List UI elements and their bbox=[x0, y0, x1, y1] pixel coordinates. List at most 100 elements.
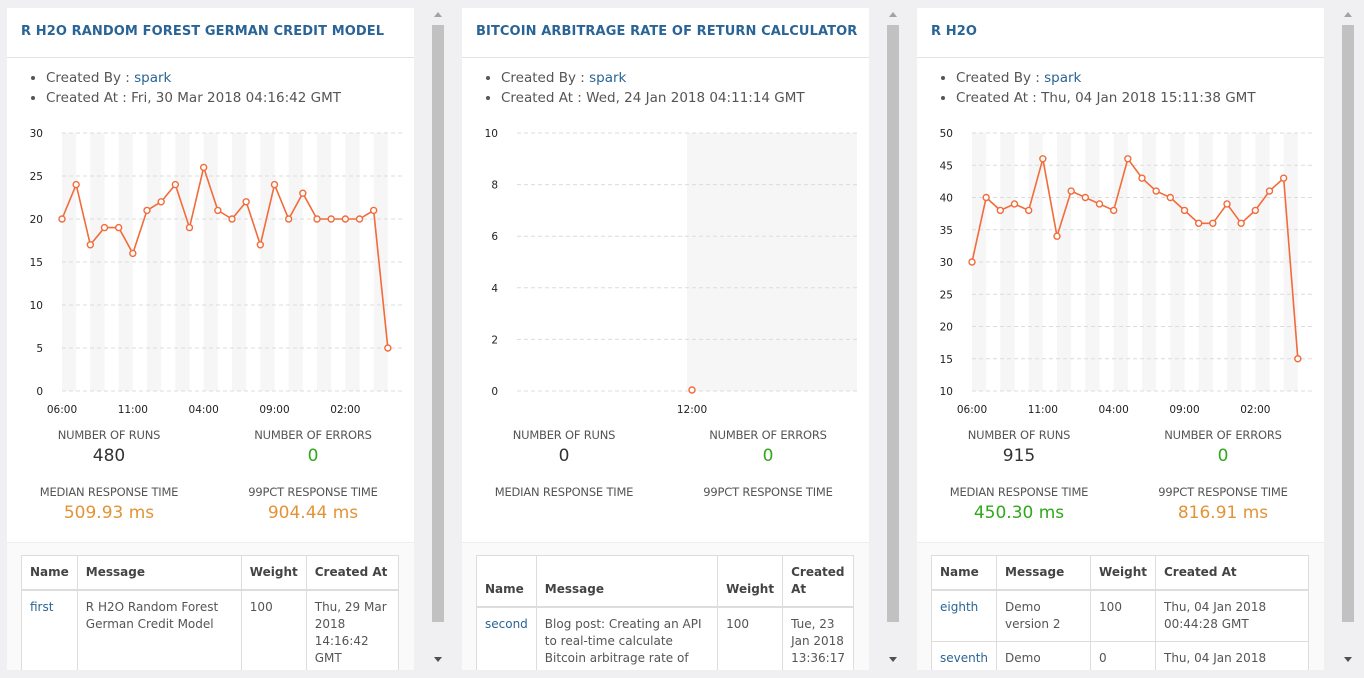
data-point bbox=[299, 189, 307, 197]
scroll-down-icon[interactable] bbox=[434, 657, 442, 662]
col-weight: Weight bbox=[240, 555, 307, 591]
median-value: 509.93 ms bbox=[63, 503, 155, 523]
versions-table: Name Message Weight Created At eighth De… bbox=[930, 555, 1310, 670]
y-tick-label: 50 bbox=[940, 128, 953, 140]
model-title-link[interactable]: R H2O bbox=[931, 24, 978, 39]
y-tick-label: 25 bbox=[940, 289, 953, 301]
y-tick-label: 20 bbox=[30, 214, 43, 226]
stats: NUMBER OF RUNS 915 NUMBER OF ERRORS 0 ME… bbox=[917, 428, 1324, 543]
errors-value: 0 bbox=[307, 446, 319, 466]
data-point bbox=[114, 223, 123, 232]
col-message: Message bbox=[76, 555, 242, 591]
scroll-up-icon[interactable] bbox=[434, 12, 442, 17]
x-tick-label: 12:00 bbox=[677, 404, 707, 416]
y-tick-label: 10 bbox=[485, 128, 498, 140]
data-point bbox=[1166, 193, 1175, 202]
created-by: Created By : spark bbox=[46, 68, 414, 88]
scrollbar[interactable] bbox=[431, 8, 445, 670]
version-link[interactable]: second bbox=[485, 617, 528, 631]
version-link[interactable]: first bbox=[30, 600, 54, 614]
creator-link[interactable]: spark bbox=[134, 70, 172, 86]
p99-stat: 99PCT RESPONSE TIME 904.44 ms bbox=[213, 485, 413, 523]
created-by: Created By : spark bbox=[956, 68, 1324, 88]
versions-table: Name Message Weight Created At first R H… bbox=[21, 555, 400, 670]
col-weight: Weight bbox=[717, 555, 784, 608]
runs-stat: NUMBER OF RUNS 480 bbox=[9, 428, 209, 466]
model-title-link[interactable]: BITCOIN ARBITRAGE RATE OF RETURN CALCULA… bbox=[476, 24, 858, 39]
version-link[interactable]: seventh bbox=[940, 651, 989, 665]
y-tick-label: 10 bbox=[940, 386, 953, 398]
scroll-up-icon[interactable] bbox=[1344, 12, 1352, 17]
versions-table: Name Message Weight Created At second Bl… bbox=[476, 555, 854, 670]
p99-stat: 99PCT RESPONSE TIME 816.91 ms bbox=[1123, 485, 1323, 523]
runs-value: 915 bbox=[1002, 446, 1036, 466]
scroll-down-icon[interactable] bbox=[889, 657, 897, 662]
col-created-at: Created At bbox=[1154, 555, 1310, 591]
scroll-thumb[interactable] bbox=[1342, 25, 1354, 622]
runs-chart-svg: 10 15 20 25 30 35 40 45 50 06:00 11:00 04:00 09:00 02… bbox=[940, 128, 1312, 416]
errors-stat: NUMBER OF ERRORS 0 bbox=[668, 428, 868, 466]
scroll-thumb[interactable] bbox=[432, 25, 444, 622]
created-at: Created At : Fri, 30 Mar 2018 04:16:42 G… bbox=[46, 88, 414, 108]
data-point bbox=[1039, 155, 1047, 163]
errors-stat: NUMBER OF ERRORS 0 bbox=[213, 428, 413, 466]
y-tick-label: 15 bbox=[940, 354, 953, 366]
chart-band bbox=[687, 133, 857, 391]
data-point bbox=[1081, 193, 1090, 202]
y-tick-label: 8 bbox=[491, 180, 498, 192]
x-tick-label: 06:00 bbox=[47, 404, 77, 416]
model-meta: Created By : spark Created At : Wed, 24 … bbox=[462, 68, 869, 108]
model-title-link[interactable]: R H2O RANDOM FOREST GERMAN CREDIT MODEL bbox=[21, 24, 385, 39]
data-point bbox=[327, 215, 335, 223]
runs-chart-svg: 0 5 10 15 20 25 30 06:00 11:00 04:00 09:00 02:00 bbox=[30, 128, 402, 416]
scrollbar[interactable] bbox=[886, 8, 900, 670]
x-tick-label: 09:00 bbox=[1169, 404, 1199, 416]
data-point bbox=[58, 215, 66, 223]
data-point bbox=[1194, 219, 1203, 228]
table-row: seventh Demo 0 Thu, 04 Jan 2018 00:39:50… bbox=[930, 641, 1310, 670]
col-created-at: Created At bbox=[305, 555, 400, 591]
scroll-up-icon[interactable] bbox=[889, 12, 897, 17]
x-tick-label: 06:00 bbox=[957, 404, 987, 416]
runs-chart-svg: 0 2 4 6 8 10 12:00 bbox=[485, 128, 857, 416]
errors-value: 0 bbox=[1217, 446, 1229, 466]
data-point bbox=[228, 215, 236, 223]
y-tick-label: 0 bbox=[36, 386, 43, 398]
data-point bbox=[313, 215, 321, 223]
errors-value: 0 bbox=[762, 446, 774, 466]
data-point bbox=[143, 206, 151, 215]
median-stat: MEDIAN RESPONSE TIME 509.93 ms bbox=[9, 485, 209, 523]
y-tick-label: 15 bbox=[30, 257, 43, 269]
x-tick-label: 02:00 bbox=[330, 404, 360, 416]
data-point bbox=[996, 206, 1005, 215]
y-tick-label: 25 bbox=[30, 171, 43, 183]
data-point bbox=[242, 198, 250, 206]
scroll-thumb[interactable] bbox=[887, 25, 899, 622]
data-point bbox=[384, 344, 392, 352]
median-stat: MEDIAN RESPONSE TIME bbox=[494, 485, 634, 499]
col-name: Name bbox=[476, 555, 537, 608]
creator-link[interactable]: spark bbox=[1044, 70, 1082, 86]
x-tick-label: 04:00 bbox=[189, 404, 219, 416]
data-point bbox=[1265, 187, 1274, 195]
data-point bbox=[1251, 206, 1260, 215]
version-link[interactable]: eighth bbox=[940, 600, 979, 614]
creator-link[interactable]: spark bbox=[589, 70, 627, 86]
versions-section: Name Message Weight Created At second Bl… bbox=[462, 542, 869, 670]
data-point bbox=[355, 215, 364, 223]
table-row: first R H2O Random Forest German Credit … bbox=[21, 589, 400, 670]
p99-value: 816.91 ms bbox=[1177, 503, 1269, 523]
y-tick-label: 6 bbox=[491, 231, 498, 243]
x-tick-label: 04:00 bbox=[1099, 404, 1129, 416]
median-value: 450.30 ms bbox=[973, 503, 1065, 523]
data-point bbox=[1010, 200, 1019, 208]
data-point bbox=[1279, 174, 1288, 182]
x-tick-label: 11:00 bbox=[1028, 404, 1058, 416]
y-tick-label: 30 bbox=[30, 128, 43, 140]
scroll-down-icon[interactable] bbox=[1344, 657, 1352, 662]
data-point bbox=[1180, 206, 1189, 215]
median-stat: MEDIAN RESPONSE TIME 450.30 ms bbox=[919, 485, 1119, 523]
x-tick-label: 11:00 bbox=[118, 404, 148, 416]
scrollbar[interactable] bbox=[1341, 8, 1355, 670]
data-point bbox=[100, 223, 109, 232]
